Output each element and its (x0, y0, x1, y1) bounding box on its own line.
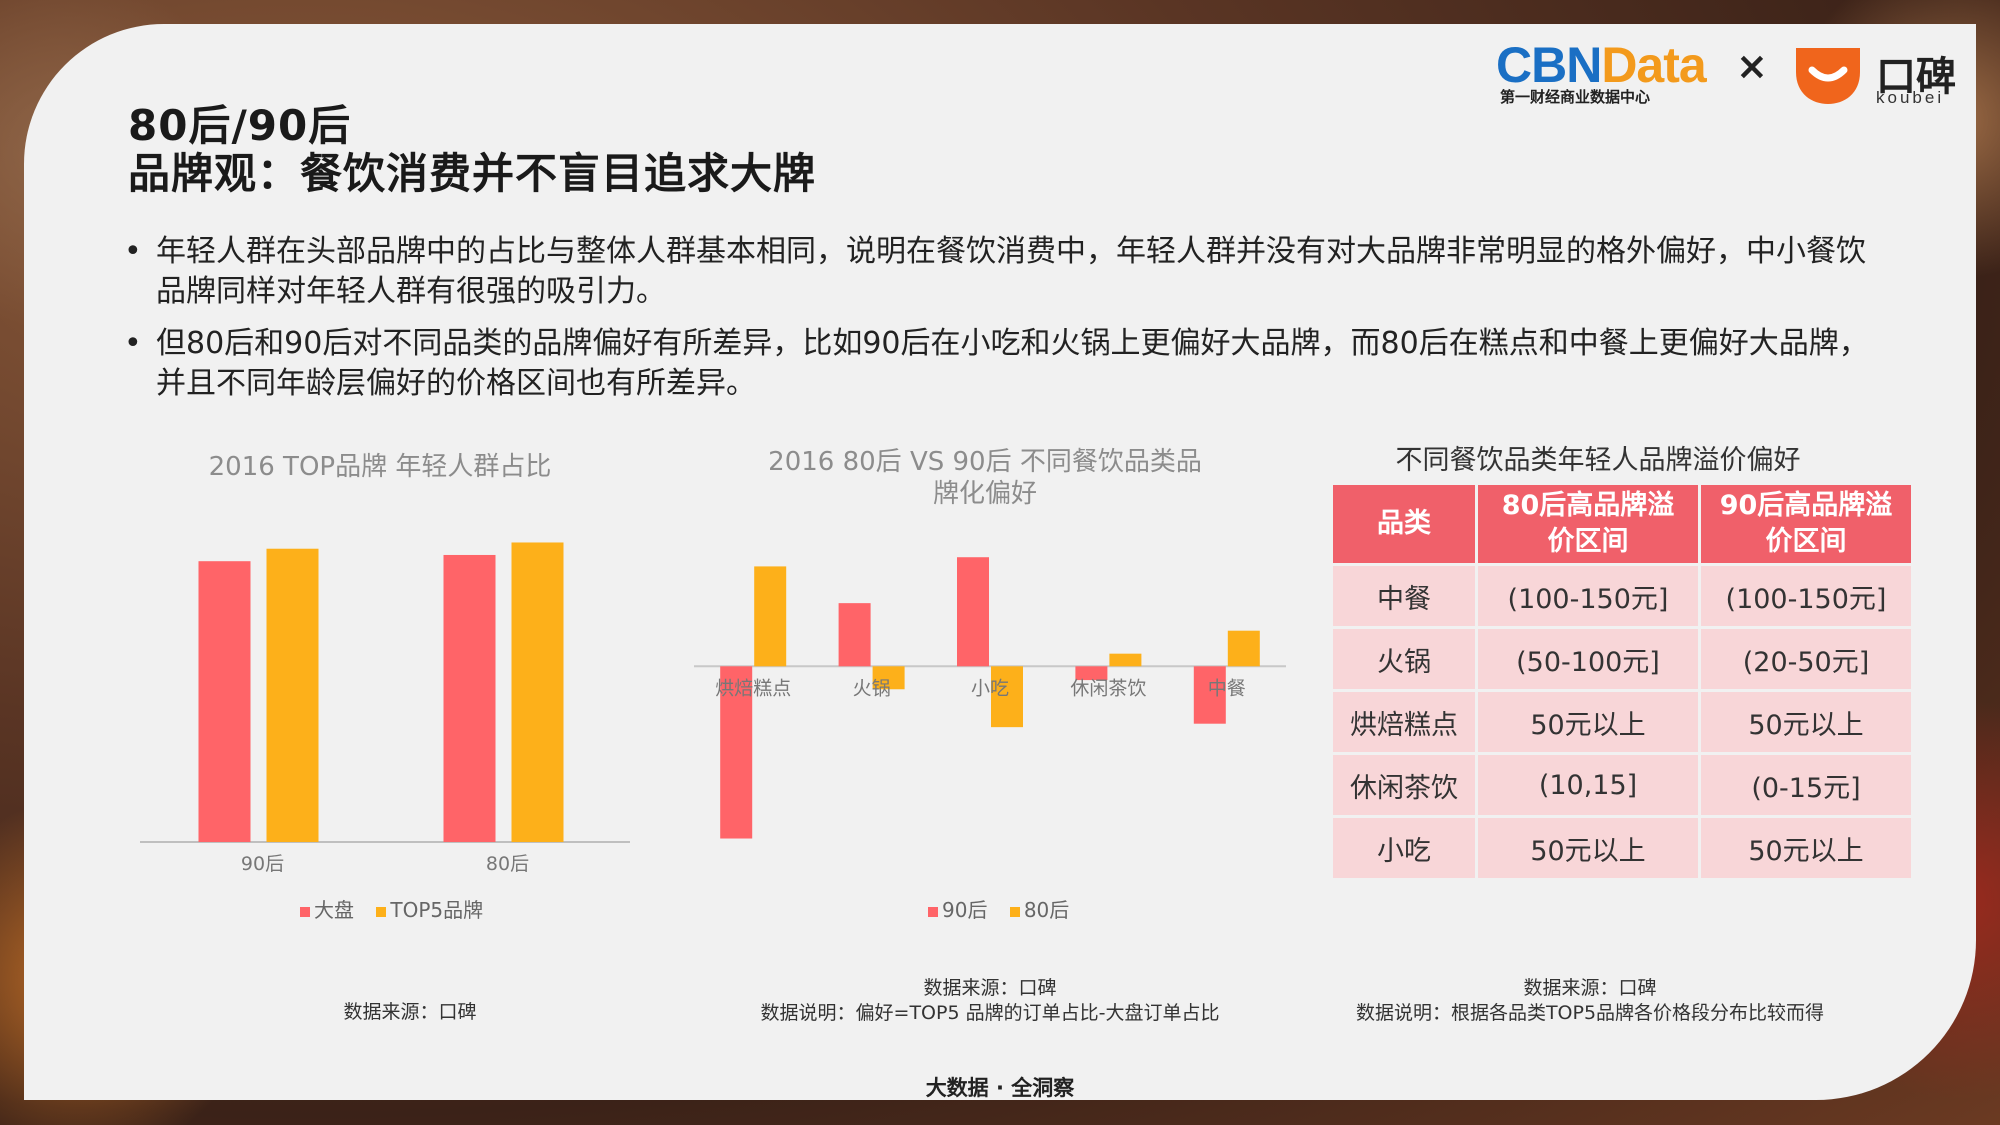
chart2-bar (720, 666, 753, 839)
chart2-x-tick: 休闲茶饮 (1070, 677, 1146, 699)
chart2-bar (991, 666, 1023, 728)
chart1-bar (266, 548, 319, 842)
chart1-plot: 90后 80后 (140, 542, 630, 875)
page-title-line2: 品牌观：餐饮消费并不盲目追求大牌 (128, 149, 817, 198)
table-cell: (50-100元] (1478, 629, 1698, 689)
page-title-line1: 80后/90后 (128, 101, 352, 150)
cross-symbol: × (1736, 44, 1768, 88)
koubei-logo-text: 口碑 (1876, 54, 1956, 100)
chart2-bar (1075, 666, 1108, 681)
bullet-item: • 但80后和90后对不同品类的品牌偏好有所差异，比如90后在小吃和火锅上更偏好… (120, 324, 1880, 404)
table-header-cell: 品类 (1333, 485, 1475, 563)
chart2-bar (754, 566, 787, 667)
chart2-x-tick: 烘焙糕点 (715, 677, 791, 699)
bullet-text: 但80后和90后对不同品类的品牌偏好有所差异，比如90后在小吃和火锅上更偏好大品… (156, 326, 1869, 401)
chart2-x-tick: 中餐 (1208, 677, 1246, 699)
chart2-desc-note: 数据说明：偏好=TOP5 品牌的订单占比-大盘订单占比 (760, 1002, 1220, 1024)
footer-slogan: 大数据 · 全洞察 (925, 1076, 1075, 1100)
table-cell: 50元以上 (1701, 818, 1911, 878)
legend-swatch-red (928, 906, 938, 917)
table-cell: 50元以上 (1478, 692, 1698, 752)
chart1-x-tick: 90后 (241, 853, 284, 875)
table-header-row: 品类 80后高品牌溢价区间 90后高品牌溢价区间 (1333, 485, 1911, 563)
bullet-dot: • (124, 234, 142, 269)
bullet-dot: • (124, 326, 142, 361)
chart2-plot: 烘焙糕点 火锅 小吃 休闲茶饮 中餐 (694, 557, 1286, 839)
bullet-list: • 年轻人群在头部品牌中的占比与整体人群基本相同，说明在餐饮消费中，年轻人群并没… (120, 232, 1880, 416)
table-title: 不同餐饮品类年轻人品牌溢价偏好 (1395, 445, 1801, 476)
table-cell: (10,15] (1478, 755, 1698, 815)
legend-label: 90后 (942, 898, 988, 922)
chart2-x-tick: 小吃 (971, 677, 1009, 699)
chart2-bar (1227, 630, 1260, 667)
table-cell: (100-150元] (1701, 566, 1911, 626)
chart1-bar (198, 561, 251, 842)
price-premium-table: 品类 80后高品牌溢价区间 90后高品牌溢价区间 中餐 (100-150元] (… (1330, 482, 1914, 881)
chart1-x-tick: 80后 (486, 853, 529, 875)
table-header-cell: 90后高品牌溢价区间 (1701, 485, 1911, 563)
koubei-logo-sub: koubei (1876, 88, 1945, 107)
table-desc-note: 数据说明：根据各品类TOP5品牌各价格段分布比较而得 (1355, 1002, 1825, 1024)
chart1-bar (511, 542, 564, 842)
table-source-note: 数据来源：口碑 (1523, 977, 1657, 999)
table-cell: 小吃 (1333, 818, 1475, 878)
table-header-cell: 80后高品牌溢价区间 (1478, 485, 1698, 563)
chart2-bar (1193, 666, 1226, 724)
table-cell: 休闲茶饮 (1333, 755, 1475, 815)
table-row: 休闲茶饮 (10,15] (0-15元] (1333, 755, 1911, 815)
chart2-title: 2016 80后 VS 90后 不同餐饮品类品牌化偏好 (768, 447, 1202, 509)
chart2-bar (957, 557, 989, 667)
chart2-bar (872, 666, 905, 690)
table-row: 烘焙糕点 50元以上 50元以上 (1333, 692, 1911, 752)
koubei-smile-icon (1796, 48, 1860, 104)
chart1-title: 2016 TOP品牌 年轻人群占比 (208, 452, 552, 482)
cbndata-subtitle: 第一财经商业数据中心 (1500, 88, 1651, 106)
table-cell: 烘焙糕点 (1333, 692, 1475, 752)
legend-label: 大盘 (314, 898, 354, 922)
legend-label: TOP5品牌 (390, 898, 484, 922)
table-cell: 中餐 (1333, 566, 1475, 626)
cbndata-logo: CBNData (1496, 37, 1707, 93)
chart2-bar (1109, 653, 1142, 667)
table-row: 小吃 50元以上 50元以上 (1333, 818, 1911, 878)
table-row: 火锅 (50-100元] (20-50元] (1333, 629, 1911, 689)
chart1-legend: 大盘 TOP5品牌 (300, 894, 499, 923)
table-cell: (0-15元] (1701, 755, 1911, 815)
chart1-source-note: 数据来源：口碑 (343, 1001, 477, 1023)
legend-swatch-red (300, 906, 310, 917)
table-cell: (20-50元] (1701, 629, 1911, 689)
chart2-bar (838, 603, 871, 667)
legend-swatch-orange (376, 906, 387, 917)
bullet-item: • 年轻人群在头部品牌中的占比与整体人群基本相同，说明在餐饮消费中，年轻人群并没… (120, 232, 1880, 312)
bullet-text: 年轻人群在头部品牌中的占比与整体人群基本相同，说明在餐饮消费中，年轻人群并没有对… (156, 234, 1866, 309)
chart1-bar (443, 554, 496, 842)
table-cell: 50元以上 (1478, 818, 1698, 878)
chart2-source-note: 数据来源：口碑 (923, 977, 1057, 999)
legend-swatch-orange (1009, 906, 1020, 917)
table-cell: 火锅 (1333, 629, 1475, 689)
table-cell: 50元以上 (1701, 692, 1911, 752)
legend-label: 80后 (1023, 898, 1070, 922)
chart2-legend: 90后 80后 (928, 894, 1085, 923)
table-row: 中餐 (100-150元] (100-150元] (1333, 566, 1911, 626)
table-cell: (100-150元] (1478, 566, 1698, 626)
chart2-x-tick: 火锅 (853, 677, 891, 699)
